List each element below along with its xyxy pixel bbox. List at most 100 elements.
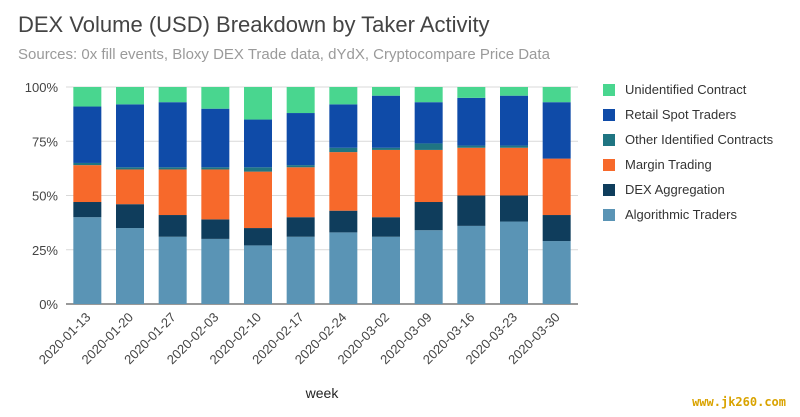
legend-item: DEX Aggregation	[603, 177, 773, 202]
bar-segment	[414, 87, 443, 103]
bar-segment	[158, 87, 187, 103]
bar-segment	[542, 158, 571, 216]
bar-segment	[457, 195, 486, 226]
bar-segment	[201, 238, 230, 304]
bar-segment	[542, 215, 571, 242]
bar-segment	[244, 171, 272, 229]
bar-segment	[158, 215, 187, 237]
bar-segment	[414, 230, 443, 304]
bar-segment	[372, 149, 400, 218]
bar-segment	[372, 217, 400, 237]
bar-segment	[372, 236, 400, 304]
bar-segment	[500, 221, 528, 304]
legend-swatch	[603, 108, 615, 121]
bar-segment	[372, 147, 400, 150]
bar-segment	[414, 202, 443, 231]
bar-segment	[201, 167, 230, 170]
bar-segment	[201, 87, 230, 109]
legend-swatch	[603, 83, 615, 96]
legend-label: Other Identified Contracts	[625, 132, 774, 147]
bar-segment	[329, 147, 358, 153]
bar-segment	[286, 113, 315, 166]
bar-segment	[244, 228, 272, 246]
bar-segment	[116, 167, 144, 170]
bar-segment	[500, 147, 528, 196]
bar-segment	[457, 97, 486, 146]
legend-label: DEX Aggregation	[625, 182, 725, 197]
chart-legend: Unidentified Contract Retail Spot Traders…	[603, 77, 773, 227]
bar-segment	[372, 87, 400, 96]
bar-segment	[542, 102, 571, 159]
bar-segment	[500, 195, 528, 222]
bar-segment	[158, 236, 187, 304]
watermark: www.jk260.com	[692, 395, 786, 409]
x-axis-title: week	[305, 385, 340, 401]
legend-swatch	[603, 158, 615, 171]
bar-segment	[500, 95, 528, 146]
bar-segment	[73, 106, 102, 163]
bar-segment	[329, 210, 358, 233]
y-tick-label: 100%	[25, 80, 59, 95]
bar-segment	[286, 165, 315, 168]
bar-segment	[414, 102, 443, 144]
bar-segment	[500, 87, 528, 96]
bar-segment	[457, 87, 486, 98]
bar-segment	[372, 95, 400, 148]
bar-segment	[201, 169, 230, 220]
bar-segment	[116, 228, 144, 304]
legend-item: Margin Trading	[603, 152, 773, 177]
y-tick-label: 25%	[32, 243, 58, 258]
legend-item: Algorithmic Traders	[603, 202, 773, 227]
bar-segment	[329, 152, 358, 211]
legend-swatch	[603, 183, 615, 196]
bar-segment	[286, 236, 315, 304]
legend-item: Unidentified Contract	[603, 77, 773, 102]
legend-item: Other Identified Contracts	[603, 127, 773, 152]
bar-segment	[500, 145, 528, 148]
legend-item: Retail Spot Traders	[603, 102, 773, 127]
bar-segment	[542, 87, 571, 103]
bar-segment	[329, 232, 358, 304]
bar-segment	[158, 102, 187, 168]
bar-segment	[414, 143, 443, 150]
bar-segment	[244, 119, 272, 168]
bar-segment	[73, 202, 102, 218]
bar-segment	[244, 167, 272, 172]
legend-swatch	[603, 208, 615, 221]
bar-segment	[414, 149, 443, 203]
bar-segment	[286, 217, 315, 237]
y-tick-label: 50%	[32, 189, 58, 204]
bar-segment	[158, 167, 187, 170]
bar-segment	[116, 169, 144, 205]
legend-label: Retail Spot Traders	[625, 107, 737, 122]
bar-segment	[286, 167, 315, 218]
bar-segment	[73, 162, 102, 166]
bar-segment	[73, 165, 102, 203]
legend-label: Unidentified Contract	[625, 82, 747, 97]
bar-segment	[73, 87, 102, 107]
bar-segment	[329, 104, 358, 148]
bar-segment	[457, 147, 486, 196]
bar-segment	[329, 87, 358, 105]
chart-subtitle: Sources: 0x fill events, Bloxy DEX Trade…	[18, 46, 550, 63]
bar-segment	[244, 87, 272, 120]
y-tick-label: 75%	[32, 134, 58, 149]
bar-segment	[201, 219, 230, 239]
bar-segment	[542, 241, 571, 304]
bar-segment	[286, 87, 315, 114]
bar-segment	[116, 87, 144, 105]
bar-segment	[457, 225, 486, 304]
bar-segment	[158, 169, 187, 216]
bar-segment	[73, 217, 102, 304]
chart-title: DEX Volume (USD) Breakdown by Taker Acti…	[18, 12, 490, 37]
legend-label: Margin Trading	[625, 157, 712, 172]
bar-segment	[116, 204, 144, 229]
legend-label: Algorithmic Traders	[625, 207, 737, 222]
legend-swatch	[603, 133, 615, 146]
bar-segment	[201, 108, 230, 168]
bar-segment	[116, 104, 144, 168]
y-tick-label: 0%	[39, 297, 58, 312]
bar-segment	[244, 245, 272, 304]
bar-segment	[457, 145, 486, 148]
